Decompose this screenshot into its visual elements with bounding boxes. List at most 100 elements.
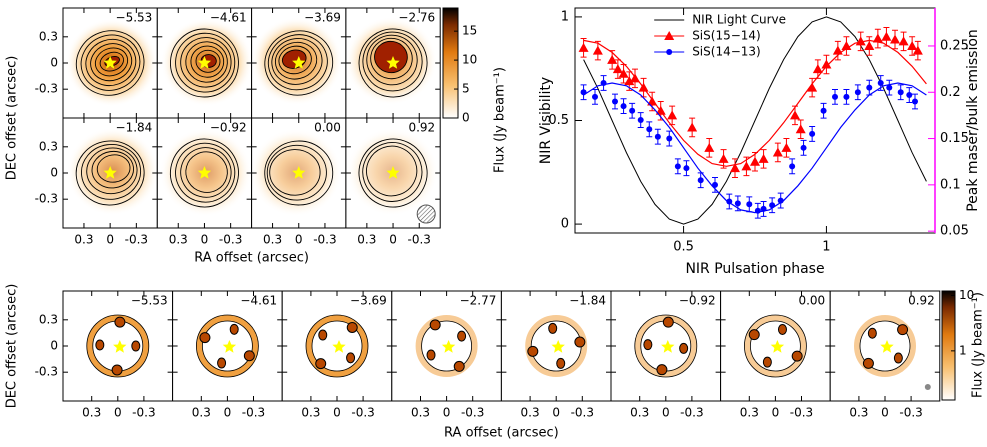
x-tick-label: -0.3	[125, 233, 148, 247]
x-tick-label: 0	[106, 233, 114, 247]
contour	[75, 140, 145, 206]
marker	[832, 45, 843, 55]
line	[583, 16, 927, 225]
x-tick-label: 0	[552, 406, 560, 420]
star	[113, 340, 127, 353]
contour-spot	[131, 340, 141, 352]
panel-label: 0.92	[408, 121, 435, 135]
x-axis-title: NIR Pulsation phase	[685, 261, 824, 277]
marker	[712, 181, 718, 188]
contour-spot	[114, 316, 126, 328]
contour-spot	[346, 352, 356, 364]
x-tick-label: 0.3	[169, 233, 188, 247]
marker	[637, 117, 644, 124]
marker	[726, 198, 733, 205]
marker	[820, 107, 827, 114]
contour-spot	[318, 329, 328, 341]
marker	[667, 110, 678, 120]
contour	[91, 150, 134, 189]
contour	[366, 145, 418, 197]
contour-spot	[95, 339, 105, 351]
x-tick-label: 0	[201, 233, 209, 247]
contour-spot	[762, 356, 772, 368]
contour	[169, 138, 239, 208]
y2-tick-label: 0.1	[940, 177, 961, 192]
colorbar	[941, 290, 956, 401]
star	[197, 56, 212, 69]
contour	[86, 147, 138, 195]
contour-spot	[548, 322, 558, 334]
fit-line	[583, 82, 927, 214]
star	[441, 340, 456, 353]
legend-label: SiS(15−14)	[692, 29, 761, 43]
marker	[618, 68, 629, 78]
star	[103, 166, 117, 179]
contour-spot	[656, 364, 668, 376]
star	[197, 166, 212, 179]
contour	[370, 37, 413, 80]
marker	[655, 105, 666, 115]
contour	[267, 34, 328, 91]
x-tick-label: 0	[443, 406, 451, 420]
y-tick-label: 0.3	[39, 139, 58, 153]
marker	[777, 197, 784, 204]
y-tick-label: 0.3	[39, 29, 58, 43]
x-tick-label: 0	[881, 406, 889, 420]
marker	[912, 98, 918, 105]
contour	[85, 38, 137, 86]
map-panel: −0.92 0.3 0 -0.3	[156, 117, 253, 247]
contour	[180, 37, 232, 88]
marker	[734, 200, 741, 207]
marker	[592, 45, 603, 55]
contour-spot	[453, 360, 465, 372]
x-tick-label: 0.3	[301, 406, 320, 420]
y-axis-title: DEC offset (arcsec)	[5, 284, 20, 409]
star	[770, 340, 785, 353]
panel-label: −0.92	[210, 121, 247, 135]
y-tick-label: 0.3	[39, 312, 58, 326]
y-tick-label: -0.3	[35, 82, 58, 96]
map-panel: −5.53 0.3 0 -0.3	[35, 7, 158, 119]
marker	[886, 84, 893, 91]
contour	[362, 142, 423, 202]
marker	[718, 153, 729, 163]
x-tick-label: -0.3	[351, 406, 374, 420]
panel-label: −4.61	[240, 294, 277, 308]
emission-ring	[306, 315, 368, 377]
y-tick-label: -0.3	[35, 192, 58, 206]
star	[222, 340, 237, 353]
panel-label: −5.53	[116, 11, 153, 25]
x-tick-label: 0.3	[82, 406, 101, 420]
marker	[790, 110, 800, 120]
contour-spot	[662, 316, 674, 328]
contour	[169, 28, 239, 98]
colorbar-tick-label: 0	[462, 111, 470, 125]
contour	[86, 314, 150, 378]
map-panel: −4.61 0.3 0 -0.3	[172, 290, 283, 420]
contour	[744, 314, 807, 378]
contour-spot	[457, 330, 467, 342]
marker	[638, 82, 649, 92]
marker	[760, 205, 767, 212]
marker	[812, 64, 823, 74]
legend-label: NIR Light Curve	[692, 13, 786, 27]
marker	[866, 84, 873, 91]
contour-spot	[346, 321, 358, 333]
contour	[266, 144, 327, 201]
panel-label: −3.69	[350, 294, 387, 308]
panel-label: −1.84	[569, 294, 606, 308]
marker	[821, 59, 832, 69]
marker	[730, 163, 740, 173]
contour-spot	[777, 323, 787, 335]
contour	[634, 314, 698, 378]
y-tick-label: 0	[50, 166, 58, 180]
panel-label: −2.76	[398, 11, 435, 25]
marker	[620, 103, 627, 110]
x-tick-label: 0.3	[411, 406, 430, 420]
beam	[416, 204, 436, 224]
contour	[201, 320, 253, 372]
marker	[890, 34, 900, 44]
star	[292, 166, 306, 179]
contour-spot	[791, 350, 803, 362]
marker	[687, 122, 698, 132]
